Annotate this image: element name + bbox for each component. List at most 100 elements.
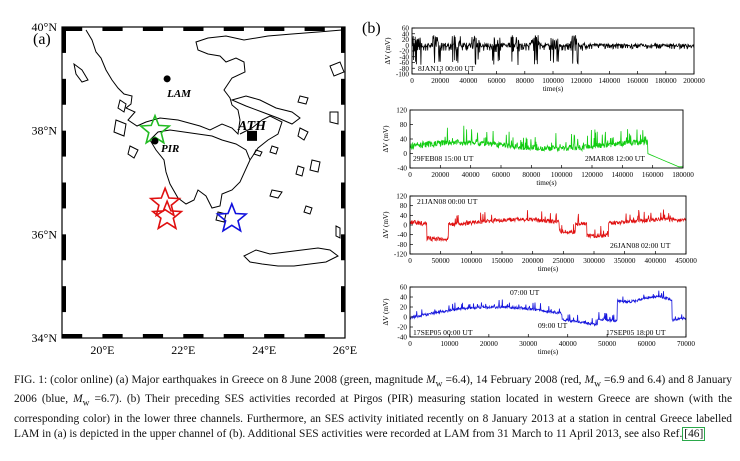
yaxis-label: ΔV (mV) [382,298,390,326]
frame-segment-right [341,78,345,105]
coastline-peloponnese [149,129,251,209]
xtick-label: 200000 [522,257,544,265]
xtick-label: 120000 [570,77,592,85]
xtick-label: 80000 [522,171,540,179]
station-pir-label: PIR [161,143,179,155]
frame-segment-left [62,27,66,53]
xtick-label: 100000 [542,77,564,85]
ytick-label: 120 [396,107,407,115]
caption-text-3: =6.9 and 6.4) and 8 January 2006 (blue, [14,374,732,406]
island-karpathos [335,225,341,239]
frame-segment-top [264,27,285,31]
xtick-label: 60000 [488,77,506,85]
caption-fig-label: FIG. 1: [14,374,48,386]
trace-annotation: 8JAN13 00:00 UT [418,64,475,73]
xtick-label: 160000 [642,171,664,179]
ytick-label: 0 [403,150,407,158]
xtick-label: 40000 [559,340,577,348]
xtick-label: 250000 [553,257,575,265]
ytick-label: 40 [400,212,408,220]
frame-segment-left [62,234,66,261]
caption-mw-2: M [584,374,595,386]
xtick-label: 180000 [672,171,694,179]
ytick-label: -40 [397,334,407,342]
lat-tick-label: 34°N [32,331,58,345]
frame-segment-left [62,286,66,313]
caption-text-1: (color online) (a) Major earthquakes in … [47,374,427,386]
ytick-label: 80 [400,121,408,129]
island-milos [269,189,283,199]
xtick-label: 50000 [432,257,450,265]
eq-blue-star-icon [215,201,249,233]
ytick-label: 0 [403,222,407,230]
xtick-label: 20000 [431,171,449,179]
ytick-label: -80 [397,241,407,249]
lon-tick-label: 22°E [171,343,195,357]
xtick-label: 350000 [614,257,636,265]
island-aegina [253,149,263,157]
island-lesvos [329,61,345,77]
panel-a-label: (a) [33,31,51,48]
xtick-label: 100000 [461,257,483,265]
island-andros [297,127,309,141]
xtick-label: 140000 [599,77,621,85]
xtick-label: 150000 [491,257,513,265]
xtick-label: 0 [408,257,412,265]
trace-pir-blue [409,290,687,327]
xaxis-label: time(s) [536,179,557,187]
frame-segment-right [341,182,345,209]
map-lon-labels: 20°E 22°E 24°E 26°E [90,343,357,357]
frame-segment-top [62,27,83,31]
xtick-label: 400000 [645,257,667,265]
island-kefalonia [113,119,127,137]
eq-green-star-icon [138,113,172,145]
xtick-label: 20000 [431,77,449,85]
station-pir-dot-icon [151,137,159,145]
coastline-mainland [85,29,343,136]
xaxis-label: time(s) [538,348,559,356]
ytick-label: 0 [403,314,407,322]
frame-segment-right [341,27,345,53]
frame-segment-bottom [264,334,285,338]
xtick-label: 300000 [583,257,605,265]
ytick-label: 0 [405,42,409,50]
frame-segment-bottom [142,334,164,338]
map-panel: (a) 40°N 38°N 36°N 34°N 20°E 22°E 24°E 26°E [32,20,358,357]
eq-red-1-star-icon [148,185,182,218]
xtick-label: 0 [408,171,412,179]
trace-annotation: 26JAN08 02:00 UT [610,241,671,250]
frame-segment-bottom [223,334,244,338]
xtick-label: 60000 [492,171,510,179]
xtick-label: 40000 [462,171,480,179]
ytick-label: 40 [402,30,410,38]
xtick-label: 180000 [655,77,677,85]
ytick-label: 20 [402,36,410,44]
trace-annotation: 09:00 UT [538,321,568,330]
station-lam-dot-icon [163,75,171,83]
trace-lam [411,35,695,66]
xtick-label: 40000 [459,77,477,85]
xtick-label: 80000 [516,77,534,85]
island-naxos [309,159,321,173]
island-santorini [303,205,313,215]
ytick-label: 120 [396,193,407,201]
frame-segment-bottom [183,334,204,338]
map-frame-ticks [62,27,345,338]
eq-red-2-star-icon [150,199,184,231]
xtick-label: 20000 [480,340,498,348]
trace-annotation: 21JAN08 00:00 UT [417,197,478,206]
ytick-label: -100 [396,71,410,79]
frame-segment-bottom [304,334,325,338]
trace-annotation: 17SEP05 00:00 UT [413,328,473,337]
ytick-label: 60 [400,284,408,292]
ytick-label: 80 [400,202,408,210]
yaxis-label: ΔV (mV) [382,211,390,239]
lat-tick-label: 40°N [32,20,58,34]
caption-ref-link[interactable]: [46] [682,426,706,441]
frame-segment-bottom [102,334,123,338]
trace-pir-green [409,125,683,168]
ytick-label: 40 [400,294,408,302]
xtick-label: 0 [410,77,414,85]
